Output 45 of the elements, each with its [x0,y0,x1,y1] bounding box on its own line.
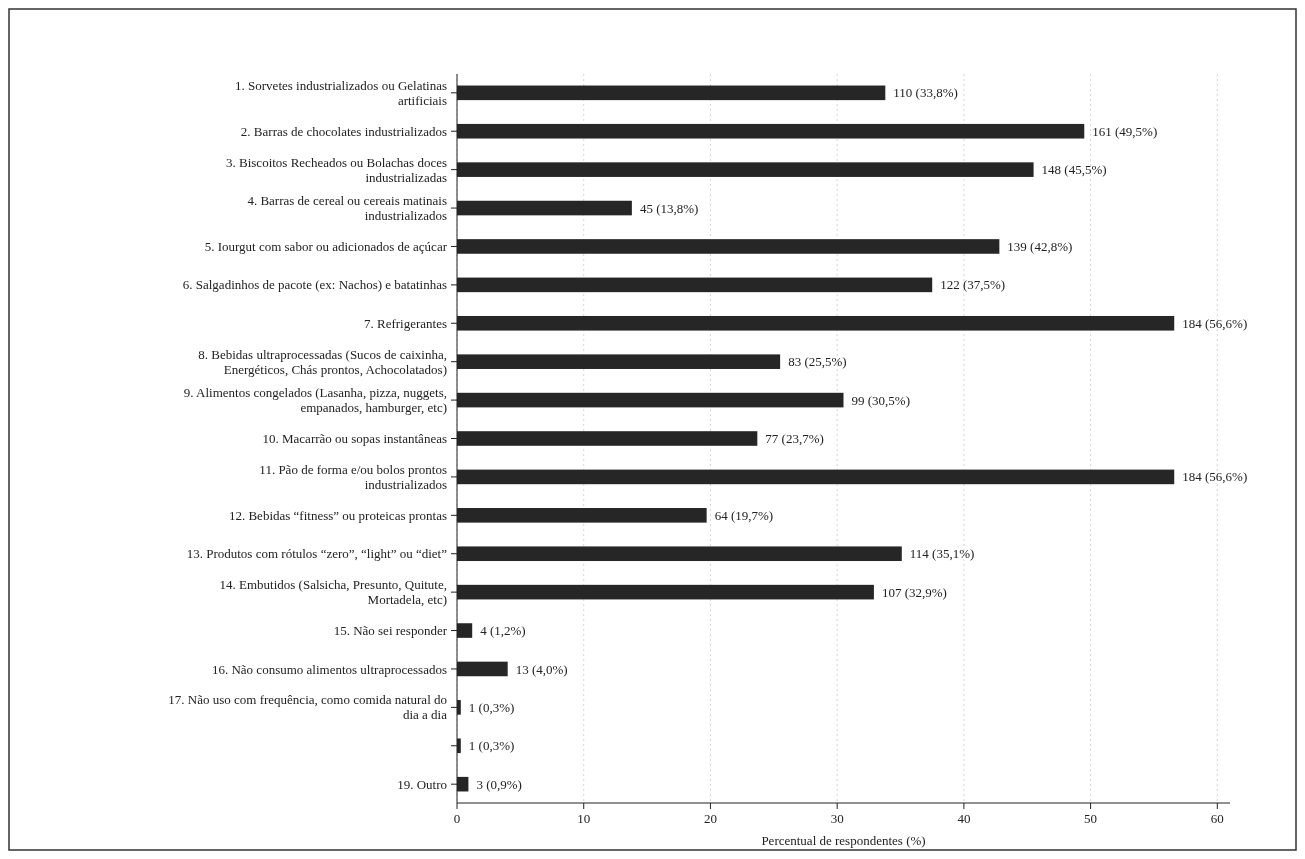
x-tick-label: 30 [830,811,844,826]
y-tick-label: 9. Alimentos congelados (Lasanha, pizza, nuggets, empanados, hamburger, etc) [183,385,447,416]
data-label: 107 (32,9%) [881,584,947,600]
data-label: 83 (25,5%) [788,354,847,370]
data-label: 45 (13,8%) [639,200,699,216]
y-tick-label: 10. Macarrão ou sopas instantâneas [262,431,447,447]
y-tick-label: 4. Barras de cereal ou cereais matinais industrializados [247,193,447,224]
y-tick-label: 13. Produtos com rótulos “zero”, “light” ou “diet” [186,546,448,562]
data-label: 110 (33,8%) [893,85,958,101]
x-tick-label: 20 [703,811,717,826]
x-tick-label: 40 [957,811,971,826]
y-tick-label: 2. Barras de chocolates industrializados [240,123,447,139]
data-label: 184 (56,6%) [1182,315,1248,331]
data-label: 139 (42,8%) [1007,239,1073,255]
x-tick-label: 0 [453,811,461,826]
y-tick-label: 3. Biscoitos Recheados ou Bolachas doces industrializadas [226,154,447,185]
data-label: 4 (1,2%) [480,623,526,639]
data-label: 1 (0,3%) [468,738,515,754]
x-tick-label: 10 [577,811,591,826]
data-label: 122 (37,5%) [940,277,1006,293]
y-tick-label: 14. Embutidos (Salsicha, Presunto, Quitute, Mortadela, etc) [219,577,447,608]
data-label: 1 (0,3%) [468,699,515,715]
x-axis-title: Percentual de respondentes (%) [761,833,926,848]
y-tick-label: 11. Pão de forma e/ou bolos prontos industrializados [259,461,447,492]
y-tick-label: 5. Iourgut com sabor ou adicionados de açúcar [204,239,448,255]
data-label: 184 (56,6%) [1182,469,1248,485]
data-label: 3 (0,9%) [476,776,522,792]
x-tick-label: 50 [1084,811,1098,826]
y-tick-label: 15. Não sei responder [333,623,448,639]
y-tick-label: 19. Outro [397,776,447,792]
data-label: 161 (49,5%) [1092,123,1158,139]
data-label: 148 (45,5%) [1041,162,1107,178]
data-label: 13 (4,0%) [515,661,568,677]
y-tick-label: 1. Sorvetes industrializados ou Gelatinas artificiais [235,77,447,108]
x-tick-label: 60 [1210,811,1224,826]
y-tick-label: 16. Não consumo alimentos ultraprocessados [211,661,447,677]
y-tick-label: 17. Não uso com frequência, como comida natural do dia a dia [168,692,448,723]
data-label: 77 (23,7%) [765,431,824,447]
y-tick-label: 6. Salgadinhos de pacote (ex: Nachos) e batatinhas [182,277,447,293]
data-label: 64 (19,7%) [714,507,774,523]
data-label: 114 (35,1%) [909,546,975,562]
y-tick-label: 8. Bebidas ultraprocessadas (Sucos de caixinha, Energéticos, Chás prontos, Achocolatados) [198,346,447,377]
y-tick-label: 7. Refrigerantes [363,315,447,331]
y-tick-label: 12. Bebidas “fitness” ou proteicas prontas [228,507,447,523]
data-label: 99 (30,5%) [851,392,910,408]
